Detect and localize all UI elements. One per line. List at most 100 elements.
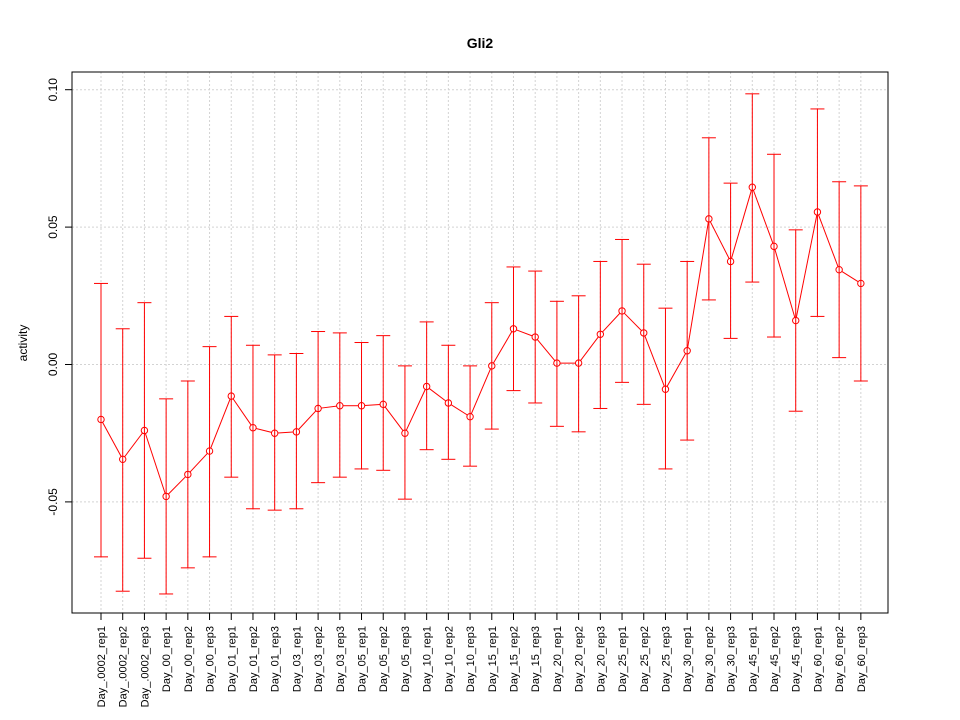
data-point	[857, 279, 865, 288]
x-tick-label: Day_25_rep3	[660, 626, 672, 692]
data-point	[683, 347, 691, 355]
x-tick-label: Day_05_rep3	[400, 626, 412, 692]
series-line-segment	[321, 405, 337, 409]
data-point	[162, 492, 170, 501]
data-point	[835, 265, 843, 274]
series-line-segment	[298, 410, 317, 430]
data-point	[509, 325, 518, 333]
series-line-segment	[752, 190, 774, 244]
series-line-segment	[124, 432, 143, 458]
grid-layer	[72, 72, 888, 613]
series-line-segment	[168, 476, 186, 495]
data-point	[314, 404, 322, 413]
series-line-segment	[364, 404, 381, 407]
series-line-segment	[536, 339, 556, 361]
x-tick-label: Day_45_rep2	[769, 626, 781, 692]
x-tick-label: Day_00_rep1	[161, 626, 173, 692]
series-line-segment	[687, 221, 709, 348]
x-tick-label: Day_01_rep3	[270, 626, 282, 692]
x-tick-label: Day_01_rep1	[226, 626, 238, 692]
plot-frame	[71, 71, 889, 614]
y-tick-label: -0.05	[46, 488, 60, 516]
point-layer	[97, 183, 865, 501]
series-line-segment	[189, 453, 208, 473]
x-tick-label: Day_.0002_rep3	[139, 626, 151, 707]
x-tick-label: Day_10_rep1	[422, 626, 434, 692]
series-line-segment	[580, 336, 599, 361]
x-tick-label: Day_03_rep3	[335, 626, 347, 692]
data-point	[292, 428, 301, 436]
series-line-segment	[841, 270, 859, 283]
data-point	[249, 424, 257, 432]
series-line-segment	[405, 389, 426, 431]
data-point	[705, 215, 713, 223]
series-line-segment	[255, 428, 272, 433]
data-point	[379, 400, 387, 409]
data-point	[574, 359, 583, 367]
data-point	[97, 415, 105, 424]
data-point	[640, 329, 648, 337]
data-point	[422, 382, 431, 391]
x-tick-label: Day_03_rep2	[313, 626, 325, 692]
x-tick-label: Day_15_rep3	[530, 626, 542, 692]
y-axis-label: activity	[16, 325, 30, 362]
data-point	[119, 455, 127, 464]
series-line-segment	[666, 353, 687, 387]
data-point	[813, 208, 822, 216]
x-tick-label: Day_45_rep3	[791, 626, 803, 692]
series-line-segment	[818, 214, 839, 267]
x-tick-label: Day_.0002_rep1	[96, 626, 108, 707]
series-line-segment	[492, 331, 513, 364]
y-tick-label: 0.00	[46, 352, 60, 376]
data-point	[466, 413, 474, 421]
series-line-segment	[795, 215, 818, 318]
series-line-segment	[450, 404, 468, 416]
x-tick-label: Day_60_rep3	[856, 626, 868, 692]
data-point	[553, 359, 561, 367]
x-tick-label: Day_60_rep2	[834, 626, 846, 692]
x-tick-label: Day_20_rep3	[595, 626, 607, 692]
x-tick-label: Day_03_rep1	[291, 626, 303, 692]
x-tick-label: Day_60_rep1	[812, 626, 824, 692]
series-line-segment	[210, 398, 231, 449]
x-tick-label: Day_20_rep1	[552, 626, 564, 692]
series-line-segment	[516, 329, 533, 337]
data-point	[531, 333, 539, 341]
series-line-segment	[774, 249, 796, 318]
series-line-segment	[384, 406, 404, 431]
x-tick-label: Day_10_rep2	[443, 626, 455, 692]
y-tick-label: 0.10	[46, 78, 60, 102]
x-tick-label: Day_15_rep2	[508, 626, 520, 692]
x-tick-label: Day_25_rep2	[639, 626, 651, 692]
data-point	[748, 183, 756, 191]
data-point	[184, 470, 192, 479]
x-tick-label: Day_30_rep1	[682, 626, 694, 692]
data-point	[726, 257, 735, 266]
data-point	[205, 447, 214, 455]
x-tick-label: Day_25_rep1	[617, 626, 629, 692]
x-tick-label: Day_30_rep2	[704, 626, 716, 692]
data-point	[661, 385, 670, 393]
series-line-segment	[709, 221, 730, 259]
x-tick-label: Day_45_rep1	[747, 626, 759, 692]
x-tick-label: Day_05_rep2	[378, 626, 390, 692]
data-point	[792, 316, 800, 325]
y-tick-label: 0.05	[46, 215, 60, 239]
data-point	[488, 362, 496, 370]
x-tick-label: Day_15_rep1	[487, 626, 499, 692]
x-tick-label: Day_05_rep1	[357, 626, 369, 692]
series-line-segment	[277, 431, 294, 434]
data-point	[270, 429, 279, 437]
series-line-segment	[232, 398, 252, 426]
series-line-segment	[623, 312, 642, 331]
line-layer	[102, 190, 859, 495]
y-axis: -0.05 0.00 0.05 0.10	[46, 78, 73, 516]
data-point	[596, 330, 605, 338]
series-line-segment	[470, 368, 491, 414]
x-tick-label: Day_00_rep3	[205, 626, 217, 692]
x-tick-label: Day_.0002_rep2	[118, 626, 130, 707]
x-tick-label: Day_20_rep2	[574, 626, 586, 692]
x-tick-label: Day_00_rep2	[183, 626, 195, 692]
x-tick-label: Day_01_rep2	[248, 626, 260, 692]
